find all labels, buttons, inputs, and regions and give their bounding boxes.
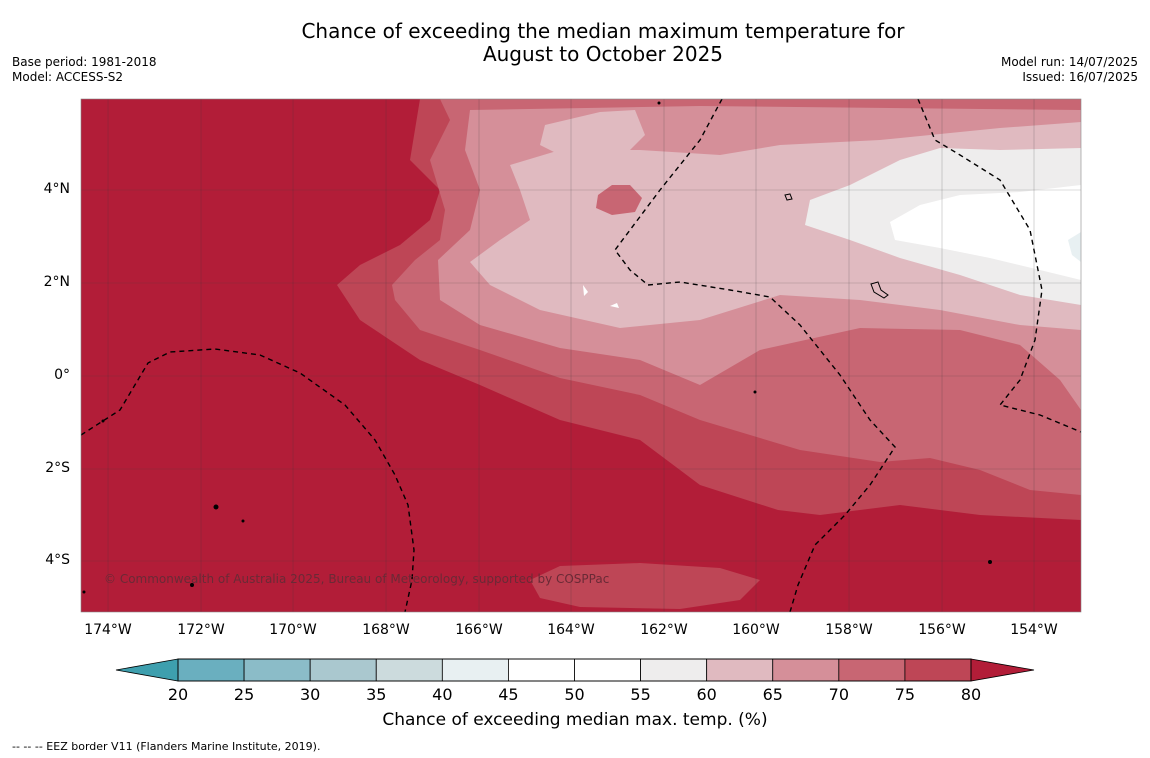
colorbar-bin-50-55 xyxy=(574,658,641,682)
contour-75-80-south xyxy=(530,563,760,609)
colorbar-bin-25-30 xyxy=(243,658,311,682)
colorbar-bin-45-50 xyxy=(508,658,575,682)
colorbar-tick-70: 70 xyxy=(828,685,849,704)
map-title-line-1: Chance of exceeding the median maximum t… xyxy=(301,19,905,43)
lat-label-4s: 4°S xyxy=(45,552,70,568)
contour-70-75-patch xyxy=(596,185,642,215)
colorbar-tick-25: 25 xyxy=(233,685,255,704)
eez-footnote: -- -- -- EEZ border V11 (Flanders Marine… xyxy=(12,740,321,753)
probability-contours xyxy=(81,99,1081,612)
lon-label-172w: 172°W xyxy=(177,622,225,638)
colorbar-tick-20: 20 xyxy=(167,685,189,704)
colorbar-tick-45: 45 xyxy=(498,685,519,704)
lon-label-170w: 170°W xyxy=(269,622,317,638)
issued-text: Issued: 16/07/2025 xyxy=(1022,70,1138,84)
colorbar-bin-30-35 xyxy=(309,658,377,682)
contour-45-50-patch xyxy=(1068,232,1081,262)
colorbar-tick-50: 50 xyxy=(564,685,585,704)
lon-label-166w: 166°W xyxy=(455,622,503,638)
contour-50-55 xyxy=(890,185,1081,280)
colorbar-tick-55: 55 xyxy=(630,685,651,704)
lon-label-154w: 154°W xyxy=(1010,622,1058,638)
lat-label-2s: 2°S xyxy=(45,460,70,476)
colorbar-bin-60-65 xyxy=(706,658,774,682)
lon-label-156w: 156°W xyxy=(918,622,966,638)
map-title-line-2: August to October 2025 xyxy=(482,42,724,66)
lon-label-168w: 168°W xyxy=(362,622,410,638)
colorbar-frame xyxy=(177,658,972,682)
meta-right: Model run: 14/07/2025 Issued: 16/07/2025 xyxy=(1001,55,1138,85)
lat-label-0: 0° xyxy=(54,367,70,383)
colorbar-tick-80: 80 xyxy=(960,685,982,704)
lon-label-158w: 158°W xyxy=(825,622,873,638)
lon-label-160w: 160°W xyxy=(732,622,780,638)
lon-label-164w: 164°W xyxy=(547,622,595,638)
colorbar-tick-65: 65 xyxy=(762,685,783,704)
base-period-text: Base period: 1981-2018 xyxy=(12,55,157,69)
lat-label-2n: 2°N xyxy=(43,274,70,290)
colorbar-bin-35-40 xyxy=(375,658,443,682)
model-text: Model: ACCESS-S2 xyxy=(12,70,124,84)
copyright-notice: © Commonwealth of Australia 2025, Bureau… xyxy=(104,572,610,586)
colorbar-bin-75-80 xyxy=(904,658,972,682)
colorbar-bin-20-25 xyxy=(177,658,245,682)
meta-left: Base period: 1981-2018 Model: ACCESS-S2 xyxy=(12,55,157,85)
colorbar-low-extend xyxy=(115,658,179,682)
colorbar-title: Chance of exceeding median max. temp. (%… xyxy=(382,710,768,730)
colorbar-tick-75: 75 xyxy=(894,685,916,704)
white-islet-1 xyxy=(583,285,588,296)
lon-label-174w: 174°W xyxy=(84,622,132,638)
colorbar-tick-35: 35 xyxy=(366,685,387,704)
lat-label-4n: 4°N xyxy=(43,181,70,197)
colorbar-high-extend xyxy=(970,658,1035,682)
colorbar-tick-40: 40 xyxy=(432,685,453,704)
white-islet-2 xyxy=(610,303,619,308)
model-run-text: Model run: 14/07/2025 xyxy=(1000,55,1138,69)
colorbar-tick-60: 60 xyxy=(696,685,717,704)
colorbar-bin-55-60 xyxy=(640,658,708,682)
colorbar-bin-65-70 xyxy=(772,658,840,682)
colorbar-tick-30: 30 xyxy=(299,685,321,704)
lon-label-162w: 162°W xyxy=(640,622,688,638)
map-frame xyxy=(80,98,1082,613)
colorbar-bin-40-45 xyxy=(441,658,509,682)
colorbar-bin-70-75 xyxy=(838,658,906,682)
eez-borders xyxy=(81,99,1081,612)
contour-60-65-north xyxy=(540,110,645,160)
islands xyxy=(82,101,992,594)
gridlines xyxy=(81,99,1081,612)
